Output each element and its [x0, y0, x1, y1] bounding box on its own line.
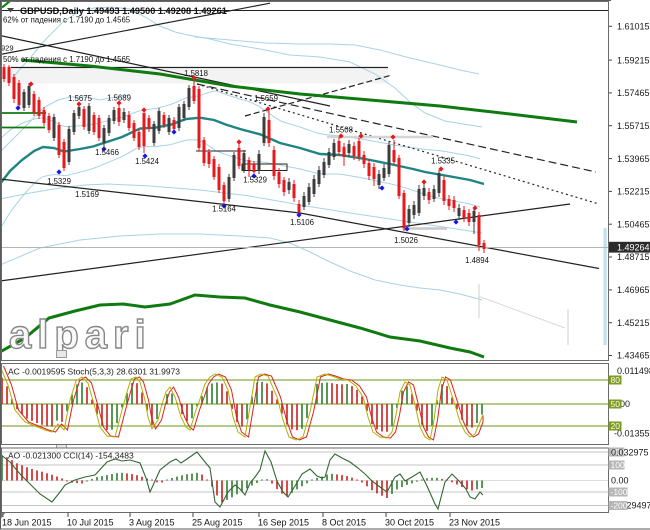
svg-text:16 Sep 2015: 16 Sep 2015 — [258, 518, 309, 528]
svg-text:1.5106: 1.5106 — [290, 218, 314, 227]
svg-text:1.5466: 1.5466 — [95, 148, 119, 157]
svg-text:10 Jul 2015: 10 Jul 2015 — [67, 518, 114, 528]
svg-text:1.5424: 1.5424 — [135, 157, 160, 166]
svg-text:1.46965: 1.46965 — [617, 285, 650, 295]
svg-text:1.4894: 1.4894 — [465, 256, 490, 265]
svg-text:20: 20 — [611, 421, 621, 431]
svg-text:1.5659: 1.5659 — [254, 94, 278, 103]
svg-text:00: 00 — [620, 399, 630, 409]
svg-text:62% от падения с 1.7190 до 1.4: 62% от падения с 1.7190 до 1.4565 — [3, 16, 131, 25]
svg-text:1.57465: 1.57465 — [617, 88, 650, 98]
svg-text:23 Nov 2015: 23 Nov 2015 — [449, 518, 500, 528]
svg-text:1.49264: 1.49264 — [617, 242, 650, 252]
svg-text:1.5026: 1.5026 — [394, 236, 418, 245]
svg-text:1.5164: 1.5164 — [212, 205, 237, 214]
svg-text:0.032975: 0.032975 — [611, 448, 649, 458]
svg-text:alpari: alpari — [9, 313, 152, 357]
svg-text:AO -0.021300 CCI(14) -154.348: AO -0.021300 CCI(14) -154.3483 — [8, 451, 134, 461]
svg-text:1.5169: 1.5169 — [75, 190, 99, 199]
svg-text:0.00: 0.00 — [611, 476, 629, 486]
svg-text:100: 100 — [611, 460, 625, 470]
svg-text:8 Oct 2015: 8 Oct 2015 — [322, 518, 366, 528]
svg-text:25 Aug 2015: 25 Aug 2015 — [192, 518, 243, 528]
svg-text:1.59215: 1.59215 — [617, 55, 650, 65]
svg-text:1.55715: 1.55715 — [617, 121, 650, 131]
svg-text:1.61015: 1.61015 — [617, 22, 650, 32]
svg-text:1.52215: 1.52215 — [617, 187, 650, 197]
svg-text:18 Jun 2015: 18 Jun 2015 — [2, 518, 52, 528]
svg-text:3 Aug 2015: 3 Aug 2015 — [129, 518, 175, 528]
svg-text:929: 929 — [1, 44, 14, 53]
svg-text:30 Oct 2015: 30 Oct 2015 — [385, 518, 434, 528]
svg-text:1.48715: 1.48715 — [617, 252, 650, 262]
svg-text:1.5508: 1.5508 — [329, 126, 353, 135]
svg-text:200: 200 — [611, 447, 625, 457]
svg-text:1.50465: 1.50465 — [617, 219, 650, 229]
svg-text:80: 80 — [611, 375, 621, 385]
svg-text:1.5675: 1.5675 — [68, 94, 93, 103]
svg-text:-0.013555: -0.013555 — [614, 429, 650, 439]
svg-text:1.45215: 1.45215 — [617, 318, 650, 328]
svg-text:-100: -100 — [611, 487, 628, 497]
svg-text:1.5335: 1.5335 — [431, 157, 456, 166]
svg-text:1.43465: 1.43465 — [617, 351, 650, 361]
svg-text:1.5689: 1.5689 — [107, 94, 131, 103]
svg-text:-0.029497: -0.029497 — [611, 501, 650, 511]
svg-text:0.011498: 0.011498 — [617, 366, 650, 376]
svg-text:1.5818: 1.5818 — [184, 69, 208, 78]
svg-text:-200: -200 — [611, 501, 628, 511]
svg-text:50% от падения с 1.7190 до 1.4: 50% от падения с 1.7190 до 1.4565 — [3, 55, 131, 64]
svg-text:1.53965: 1.53965 — [617, 154, 650, 164]
svg-text:1.5329: 1.5329 — [47, 177, 71, 186]
svg-text:GBPUSD,Daily 1.49493 1.49500: GBPUSD,Daily 1.49493 1.49500 1.49208 1.4… — [20, 6, 227, 16]
svg-text:1.5329: 1.5329 — [243, 176, 267, 185]
svg-text:50: 50 — [611, 399, 621, 409]
svg-text:AC -0.0019595 Stoch(5,3,3) 28: AC -0.0019595 Stoch(5,3,3) 28.6301 31.99… — [8, 367, 180, 377]
